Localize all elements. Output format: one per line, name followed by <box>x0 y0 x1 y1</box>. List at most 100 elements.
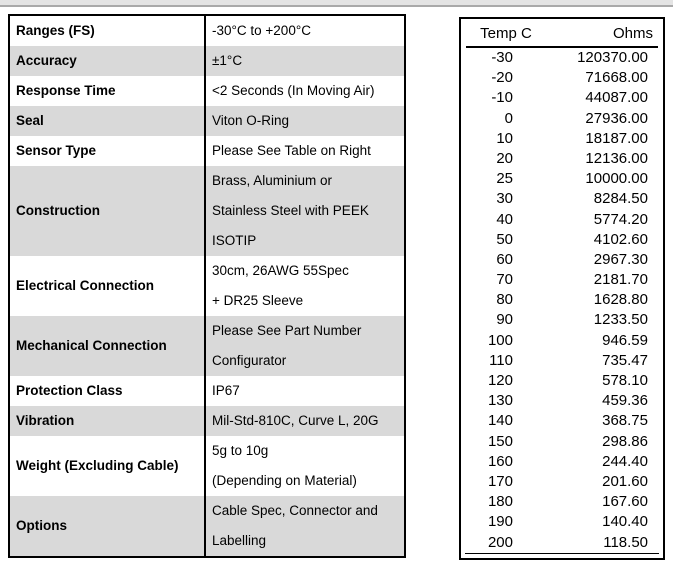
temp-cell: 60 <box>496 250 513 268</box>
resistance-row: 200 118.50 <box>465 533 659 554</box>
resistance-row: -10 44087.00 <box>465 88 659 108</box>
resistance-row: 30 8284.50 <box>465 189 659 209</box>
resistance-row: -30 120370.00 <box>465 48 659 68</box>
ohms-cell: 120370.00 <box>577 49 648 66</box>
spec-row: Options Cable Spec, Connector and Labelli… <box>9 496 405 557</box>
ohms-cell: 71668.00 <box>585 69 648 87</box>
spec-value: Mil-Std-810C, Curve L, 20G <box>204 406 405 436</box>
ohms-cell: 2181.70 <box>593 271 648 289</box>
ohms-cell: 201.60 <box>602 472 648 490</box>
temp-column-header: Temp C <box>480 24 532 42</box>
temp-cell: 170 <box>487 472 513 490</box>
spec-label: Response Time <box>16 83 116 98</box>
temp-cell: 110 <box>489 351 513 369</box>
ohms-cell: 298.86 <box>602 432 648 450</box>
ohms-cell: 1628.80 <box>593 291 648 309</box>
spec-label: Options <box>16 518 67 533</box>
temp-cell: 10 <box>496 129 513 147</box>
resistance-table-body: -30 120370.00 -20 71668.00 -10 44087.00 0 27936… <box>465 48 659 554</box>
spec-value: 30cm, 26AWG 55Spec + DR25 Sleeve <box>204 256 405 316</box>
resistance-row: 40 5774.20 <box>465 210 659 230</box>
spec-label: Protection Class <box>16 383 123 398</box>
spec-label: Electrical Connection <box>16 278 155 293</box>
resistance-row: 20 12136.00 <box>465 149 659 169</box>
resistance-row: 10 18187.00 <box>465 129 659 149</box>
ohms-cell: 27936.00 <box>585 109 648 127</box>
temp-cell: 0 <box>504 109 513 127</box>
resistance-row: 190 140.40 <box>465 512 659 532</box>
spec-row: Protection Class IP67 <box>9 376 405 406</box>
ohms-cell: 946.59 <box>602 331 648 349</box>
resistance-row: 160 244.40 <box>465 452 659 472</box>
temp-cell: 70 <box>496 271 513 289</box>
ohms-cell: 368.75 <box>602 412 648 430</box>
resistance-row: 70 2181.70 <box>465 270 659 290</box>
spec-row: Response Time <2 Seconds (In Moving Air) <box>9 76 405 106</box>
spec-row: Vibration Mil-Std-810C, Curve L, 20G <box>9 406 405 436</box>
resistance-row: 150 298.86 <box>465 432 659 452</box>
specifications-table: Ranges (FS) -30°C to +200°C Accuracy ±1°C Re… <box>8 14 406 558</box>
resistance-row: -20 71668.00 <box>465 68 659 88</box>
resistance-row: 130 459.36 <box>465 391 659 411</box>
resistance-row: 170 201.60 <box>465 472 659 492</box>
temp-cell: 100 <box>487 331 513 349</box>
spec-row: Construction Brass, Aluminium or Stainles… <box>9 166 405 256</box>
ohms-cell: 1233.50 <box>593 311 648 329</box>
spec-value: Please See Part Number Configurator <box>204 316 405 376</box>
temp-cell: 160 <box>487 452 513 470</box>
resistance-row: 100 946.59 <box>465 331 659 351</box>
resistance-row: 90 1233.50 <box>465 310 659 330</box>
temp-cell: 140 <box>487 412 513 430</box>
page-top-rule <box>0 0 673 7</box>
resistance-row: 25 10000.00 <box>465 169 659 189</box>
spec-value: <2 Seconds (In Moving Air) <box>204 76 405 106</box>
temp-cell: 150 <box>487 432 513 450</box>
spec-label: Construction <box>16 203 100 218</box>
spec-row: Accuracy ±1°C <box>9 46 405 76</box>
temp-cell: 30 <box>496 190 513 208</box>
spec-value: Please See Table on Right <box>204 136 405 166</box>
resistance-row: 60 2967.30 <box>465 250 659 270</box>
resistance-row: 50 4102.60 <box>465 230 659 250</box>
spec-value: Brass, Aluminium or Stainless Steel with… <box>204 166 405 256</box>
ohms-cell: 12136.00 <box>585 149 648 167</box>
spec-value: Cable Spec, Connector and Labelling <box>204 496 405 557</box>
ohms-cell: 459.36 <box>602 392 648 410</box>
ohms-cell: 735.47 <box>602 351 648 369</box>
temp-cell: 25 <box>496 170 513 188</box>
ohms-cell: 118.50 <box>603 533 648 551</box>
ohms-cell: 578.10 <box>602 372 648 389</box>
spec-row: Electrical Connection 30cm, 26AWG 55Spec … <box>9 256 405 316</box>
spec-label: Accuracy <box>16 53 77 68</box>
temp-cell: -20 <box>491 69 513 87</box>
ohms-cell: 8284.50 <box>593 190 648 208</box>
spec-value: ±1°C <box>204 46 405 76</box>
ohms-cell: 4102.60 <box>593 230 648 248</box>
temp-cell: 80 <box>496 291 513 309</box>
spec-label: Sensor Type <box>16 143 97 158</box>
spec-value: 5g to 10g (Depending on Material) <box>204 436 405 496</box>
spec-row: Seal Viton O-Ring <box>9 106 405 136</box>
spec-row: Weight (Excluding Cable) 5g to 10g (Depen… <box>9 436 405 496</box>
temp-cell: 50 <box>496 230 513 248</box>
ohms-cell: 140.40 <box>602 513 648 531</box>
spec-value: Viton O-Ring <box>204 106 405 136</box>
ohms-column-header: Ohms <box>612 24 653 42</box>
resistance-row: 140 368.75 <box>465 411 659 431</box>
temp-cell: 40 <box>496 210 513 228</box>
resistance-row: 120 578.10 <box>465 371 659 391</box>
temp-cell: -30 <box>491 49 513 66</box>
spec-label: Vibration <box>16 413 75 428</box>
spec-label: Seal <box>16 113 44 128</box>
spec-value: IP67 <box>204 376 405 406</box>
ohms-cell: 10000.00 <box>585 170 648 188</box>
spec-value: -30°C to +200°C <box>204 15 405 46</box>
resistance-table: Temp C Ohms -30 120370.00 -20 71668.00 -10 44… <box>459 17 665 560</box>
ohms-cell: 44087.00 <box>585 89 648 107</box>
temp-cell: -10 <box>491 89 513 107</box>
resistance-table-header-row: Temp C Ohms <box>466 20 658 48</box>
spec-label: Weight (Excluding Cable) <box>16 458 179 473</box>
spec-label: Mechanical Connection <box>16 338 167 353</box>
ohms-cell: 167.60 <box>602 493 648 511</box>
ohms-cell: 2967.30 <box>593 250 648 268</box>
